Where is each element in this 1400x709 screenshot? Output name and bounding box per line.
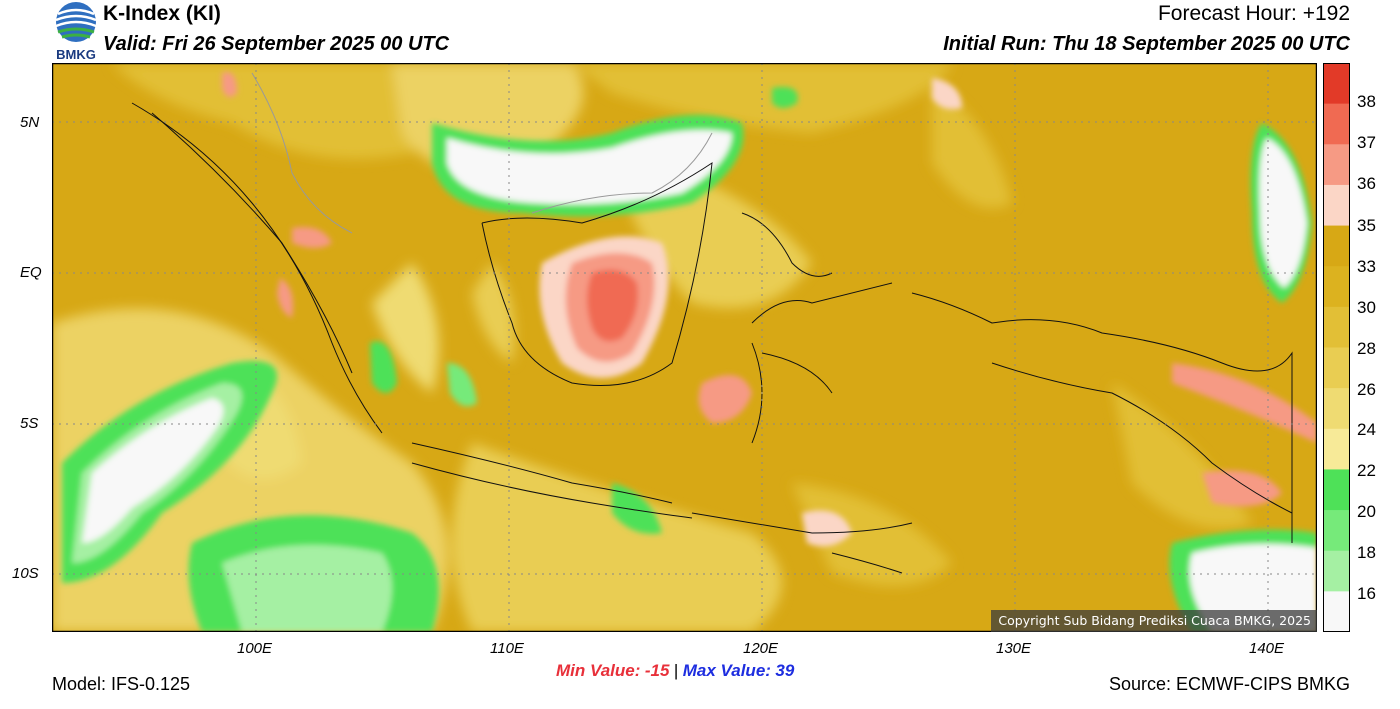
max-value-label: Max Value: xyxy=(682,661,771,680)
colorbar-label-24: 24 xyxy=(1357,420,1376,439)
colorbar-label-18: 18 xyxy=(1357,543,1376,562)
min-value: -15 xyxy=(644,661,670,680)
colorbar-swatch xyxy=(1323,428,1350,470)
ki-map: Copyright Sub Bidang Prediksi Cuaca BMKG… xyxy=(52,63,1317,632)
colorbar-label-37: 37 xyxy=(1357,133,1376,152)
colorbar-swatch xyxy=(1323,591,1350,633)
colorbar-label-28: 28 xyxy=(1357,339,1376,358)
lat-tick-eq: EQ xyxy=(20,264,42,281)
colorbar-label-30: 30 xyxy=(1357,298,1376,317)
colorbar-label-16: 16 xyxy=(1357,584,1376,603)
colorbar-label-36: 36 xyxy=(1357,174,1376,193)
colorbar-label-33: 33 xyxy=(1357,257,1376,276)
lat-tick-5s: 5S xyxy=(20,415,39,432)
colorbar-swatch xyxy=(1323,184,1350,227)
colorbar-swatches xyxy=(1323,63,1350,633)
colorbar-swatch xyxy=(1323,347,1350,389)
lat-tick-10s: 10S xyxy=(12,565,39,582)
min-max-values: Min Value: -15 | Max Value: 39 xyxy=(556,661,794,681)
lon-tick-140e: 140E xyxy=(1249,640,1285,657)
logo-text: BMKG xyxy=(56,47,96,62)
bmkg-logo: BMKG xyxy=(52,0,100,62)
colorbar-swatch xyxy=(1323,306,1350,348)
colorbar-swatch xyxy=(1323,144,1350,186)
colorbar-swatch xyxy=(1323,510,1350,552)
copyright-notice: Copyright Sub Bidang Prediksi Cuaca BMKG… xyxy=(991,610,1317,632)
min-max-separator: | xyxy=(673,661,679,680)
lon-tick-130e: 130E xyxy=(996,640,1032,657)
colorbar-label-20: 20 xyxy=(1357,502,1376,521)
forecast-hour: Forecast Hour: +192 xyxy=(1157,2,1350,25)
colorbar-label-35: 35 xyxy=(1357,216,1376,235)
colorbar-swatch xyxy=(1323,469,1350,511)
source-label: Source: ECMWF-CIPS BMKG xyxy=(1108,674,1350,694)
initial-run: Initial Run: Thu 18 September 2025 00 UT… xyxy=(943,33,1350,55)
lon-tick-100e: 100E xyxy=(237,640,273,657)
valid-time: Valid: Fri 26 September 2025 00 UTC xyxy=(103,33,450,55)
colorbar-label-38: 38 xyxy=(1357,92,1376,111)
max-value: 39 xyxy=(775,661,795,680)
map-title: K-Index (KI) xyxy=(103,2,221,25)
colorbar-swatch xyxy=(1323,63,1350,105)
lat-tick-5n: 5N xyxy=(20,114,40,131)
colorbar-swatch xyxy=(1323,266,1350,308)
map-field xyxy=(52,63,1317,632)
colorbar-border xyxy=(1323,63,1350,632)
lon-tick-110e: 110E xyxy=(490,640,524,657)
model-label: Model: IFS-0.125 xyxy=(52,674,191,694)
colorbar xyxy=(1323,63,1350,633)
colorbar-label-26: 26 xyxy=(1357,380,1376,399)
colorbar-swatch xyxy=(1323,550,1350,592)
colorbar-swatch xyxy=(1323,388,1350,430)
colorbar-label-22: 22 xyxy=(1357,461,1376,480)
colorbar-swatch xyxy=(1323,103,1350,145)
colorbar-swatch xyxy=(1323,225,1350,267)
min-value-label: Min Value: xyxy=(556,661,641,680)
lon-tick-120e: 120E xyxy=(743,640,779,657)
